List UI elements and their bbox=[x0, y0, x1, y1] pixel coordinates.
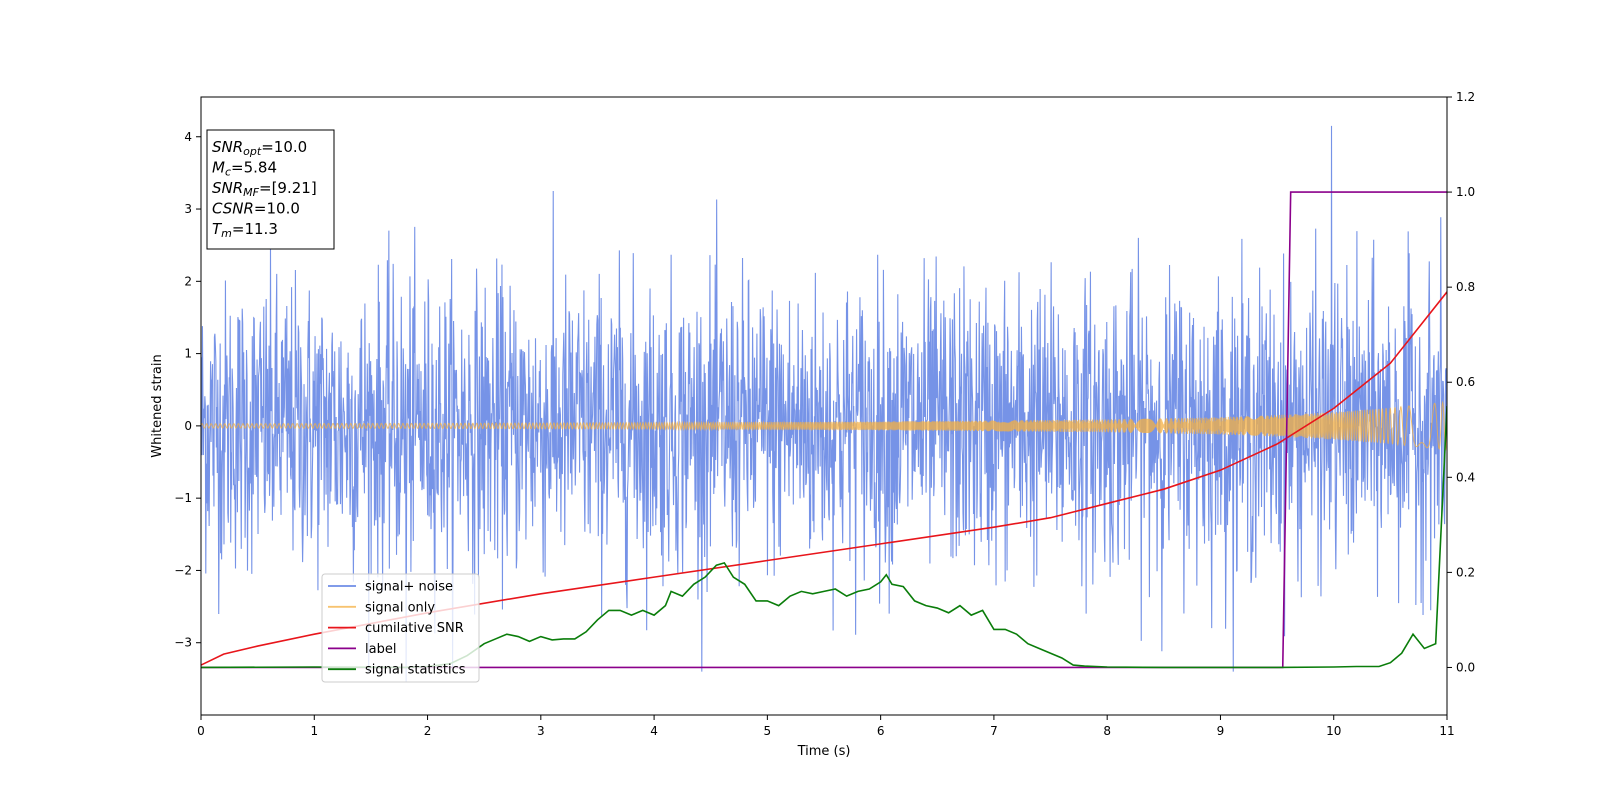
x-tick-label: 10 bbox=[1326, 724, 1341, 738]
legend: signal+ noise signal only cumilative SNR la… bbox=[321, 573, 480, 683]
y2-tick-label: 0.0 bbox=[1456, 660, 1475, 674]
annotation-line: CSNR=10.0 bbox=[212, 200, 300, 218]
x-tick-label: 1 bbox=[310, 724, 318, 738]
series-signal-statistics bbox=[201, 405, 1447, 669]
y-tick-label: −3 bbox=[174, 636, 192, 650]
series-signal-only bbox=[201, 400, 1447, 451]
series-label bbox=[201, 191, 1447, 669]
x-tick-label: 2 bbox=[424, 724, 432, 738]
axes-layer: 0 1 2 3 4 5 6 7 8 9 10 11 −3 −2 −1 0 1 2 3 4 0.0 0.2 0.4 0.6 0.8… bbox=[174, 90, 1475, 738]
x-tick-label: 0 bbox=[197, 724, 205, 738]
y-tick-label: 2 bbox=[184, 274, 192, 288]
x-tick-label: 11 bbox=[1439, 724, 1454, 738]
y2-tick-label: 0.4 bbox=[1456, 470, 1475, 484]
y2-tick-label: 0.8 bbox=[1456, 280, 1475, 294]
x-tick-label: 8 bbox=[1103, 724, 1111, 738]
y-tick-label: −2 bbox=[174, 563, 192, 577]
x-tick-label: 9 bbox=[1217, 724, 1225, 738]
x-tick-label: 4 bbox=[650, 724, 658, 738]
y-tick-label: −1 bbox=[174, 491, 192, 505]
y-tick-label: 1 bbox=[184, 347, 192, 361]
legend-frame bbox=[321, 573, 480, 683]
x-tick-label: 3 bbox=[537, 724, 545, 738]
x-tick-label: 7 bbox=[990, 724, 998, 738]
y-tick-label: 0 bbox=[184, 419, 192, 433]
legend-label: signal only bbox=[365, 600, 435, 615]
y2-tick-label: 1.0 bbox=[1456, 185, 1475, 199]
legend-label: label bbox=[365, 642, 396, 657]
y-tick-label: 3 bbox=[184, 202, 192, 216]
legend-label: signal+ noise bbox=[365, 580, 453, 595]
annotation-line: Tm=11.3 bbox=[212, 220, 278, 240]
series-signal-noise bbox=[201, 125, 1447, 683]
x-tick-label: 5 bbox=[764, 724, 772, 738]
annotation-line: SNRMF=[9.21] bbox=[212, 179, 317, 199]
annotation-line: Mc=5.84 bbox=[212, 159, 277, 179]
y-axis-label: Whitened strain bbox=[150, 354, 165, 457]
x-tick-label: 6 bbox=[877, 724, 885, 738]
legend-label: signal statistics bbox=[365, 663, 466, 678]
y2-tick-label: 0.6 bbox=[1456, 375, 1475, 389]
y-tick-label: 4 bbox=[184, 130, 192, 144]
plot-frame bbox=[200, 96, 1448, 716]
y2-tick-label: 1.2 bbox=[1456, 90, 1475, 104]
annotation-line: SNRopt=10.0 bbox=[212, 138, 307, 158]
series-layer bbox=[201, 125, 1447, 683]
y2-tick-label: 0.2 bbox=[1456, 565, 1475, 579]
annotation-frame bbox=[206, 129, 335, 250]
legend-label: cumilative SNR bbox=[365, 621, 464, 636]
x-axis-label: Time (s) bbox=[797, 744, 851, 759]
